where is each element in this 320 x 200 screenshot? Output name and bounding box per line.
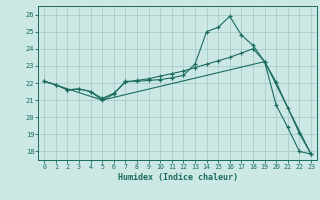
X-axis label: Humidex (Indice chaleur): Humidex (Indice chaleur) — [118, 173, 238, 182]
